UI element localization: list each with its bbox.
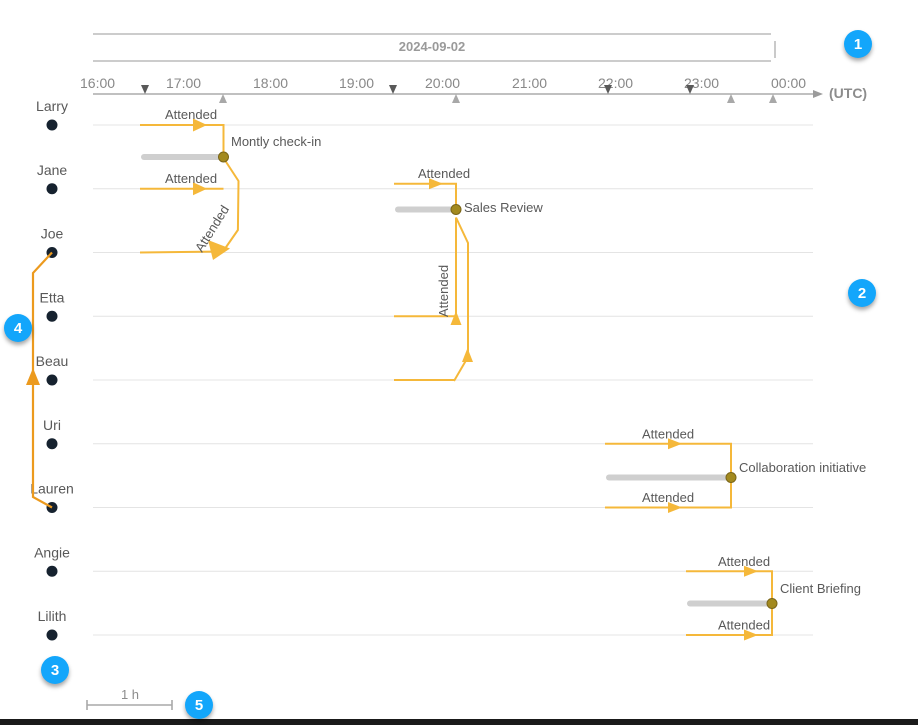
svg-text:Angie: Angie	[34, 544, 70, 560]
svg-text:22:00: 22:00	[598, 75, 633, 91]
svg-text:1 h: 1 h	[121, 687, 139, 702]
svg-text:Beau: Beau	[36, 353, 69, 369]
svg-text:Attended: Attended	[642, 426, 694, 441]
svg-text:Joe: Joe	[41, 226, 64, 242]
svg-text:Lilith: Lilith	[38, 608, 67, 624]
svg-text:19:00: 19:00	[339, 75, 374, 91]
svg-text:(UTC): (UTC)	[829, 85, 867, 101]
svg-text:Attended: Attended	[165, 171, 217, 186]
svg-text:21:00: 21:00	[512, 75, 547, 91]
svg-text:Attended: Attended	[642, 490, 694, 505]
svg-text:Client Briefing: Client Briefing	[780, 581, 861, 596]
svg-text:Attended: Attended	[165, 107, 217, 122]
svg-text:Montly check-in: Montly check-in	[231, 134, 321, 149]
svg-text:16:00: 16:00	[80, 75, 115, 91]
svg-text:Jane: Jane	[37, 162, 68, 178]
svg-text:Attended: Attended	[436, 265, 451, 317]
svg-text:2024-09-02: 2024-09-02	[399, 39, 466, 54]
svg-text:18:00: 18:00	[253, 75, 288, 91]
svg-text:Attended: Attended	[418, 166, 470, 181]
svg-text:Attended: Attended	[718, 618, 770, 633]
svg-text:Lauren: Lauren	[30, 481, 74, 497]
svg-text:00:00: 00:00	[771, 75, 806, 91]
svg-text:Etta: Etta	[40, 289, 65, 305]
svg-text:Uri: Uri	[43, 417, 61, 433]
svg-text:20:00: 20:00	[425, 75, 460, 91]
svg-text:Sales Review: Sales Review	[464, 200, 543, 215]
svg-text:17:00: 17:00	[166, 75, 201, 91]
svg-text:Larry: Larry	[36, 98, 68, 114]
svg-text:Attended: Attended	[718, 554, 770, 569]
svg-text:Collaboration initiative: Collaboration initiative	[739, 460, 866, 475]
